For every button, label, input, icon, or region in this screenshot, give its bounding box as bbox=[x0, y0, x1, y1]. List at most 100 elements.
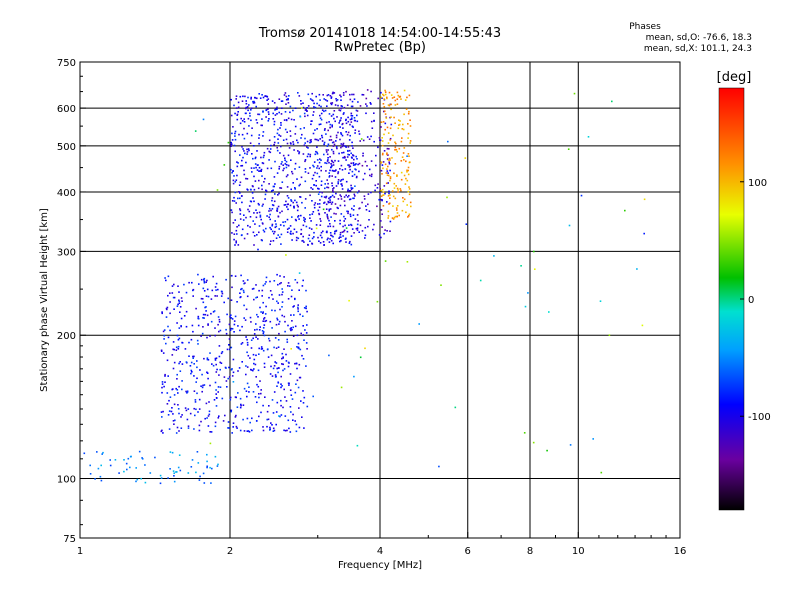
data-point bbox=[169, 451, 172, 453]
data-point bbox=[336, 206, 339, 209]
data-point bbox=[317, 139, 320, 142]
data-point bbox=[279, 415, 281, 418]
data-point bbox=[297, 306, 299, 309]
data-point bbox=[244, 282, 246, 284]
data-point bbox=[285, 400, 288, 402]
data-point bbox=[252, 391, 255, 393]
data-point bbox=[319, 234, 322, 237]
data-point bbox=[314, 153, 317, 156]
data-point bbox=[256, 234, 258, 236]
y-tick-label: 750 bbox=[57, 58, 76, 69]
data-point bbox=[271, 197, 274, 199]
data-point bbox=[237, 106, 240, 109]
data-point bbox=[327, 201, 330, 204]
data-point bbox=[181, 388, 183, 391]
data-point bbox=[285, 254, 287, 256]
data-point bbox=[228, 344, 230, 346]
data-point bbox=[285, 160, 288, 163]
data-point bbox=[358, 162, 361, 165]
data-point bbox=[177, 345, 180, 348]
data-point bbox=[331, 182, 333, 184]
data-point bbox=[346, 156, 349, 158]
data-point bbox=[383, 185, 386, 187]
data-point bbox=[233, 104, 235, 107]
data-point bbox=[297, 308, 299, 310]
data-point bbox=[389, 139, 391, 141]
data-point bbox=[258, 231, 260, 234]
data-point bbox=[169, 312, 171, 315]
data-point bbox=[241, 146, 243, 148]
data-point bbox=[368, 210, 371, 212]
data-point bbox=[319, 138, 321, 140]
data-point bbox=[302, 390, 304, 392]
data-point bbox=[173, 283, 175, 286]
data-point bbox=[312, 99, 314, 102]
data-point bbox=[185, 361, 188, 363]
data-point bbox=[322, 208, 325, 211]
data-point bbox=[365, 205, 367, 207]
data-point bbox=[178, 454, 181, 456]
data-point bbox=[331, 184, 334, 187]
data-point bbox=[276, 300, 278, 303]
data-point bbox=[260, 218, 262, 221]
data-point bbox=[366, 165, 368, 167]
data-point bbox=[234, 135, 236, 137]
data-point bbox=[643, 232, 645, 235]
data-point bbox=[193, 428, 195, 430]
data-point bbox=[231, 286, 233, 289]
data-point bbox=[163, 385, 165, 388]
data-point bbox=[302, 224, 305, 227]
data-point bbox=[172, 413, 174, 415]
data-point bbox=[299, 183, 301, 186]
data-point bbox=[252, 100, 254, 103]
data-point bbox=[273, 391, 276, 393]
data-point bbox=[253, 100, 255, 103]
data-point bbox=[217, 288, 219, 291]
data-point bbox=[270, 209, 272, 212]
data-point bbox=[220, 362, 223, 364]
data-point bbox=[298, 152, 300, 155]
data-point bbox=[332, 161, 335, 164]
data-point bbox=[334, 159, 336, 162]
data-point bbox=[342, 143, 344, 146]
data-point bbox=[348, 299, 350, 302]
data-point bbox=[265, 305, 267, 308]
data-point bbox=[380, 220, 382, 222]
data-point bbox=[345, 227, 348, 229]
data-point bbox=[240, 404, 242, 407]
data-point bbox=[371, 173, 373, 176]
data-point bbox=[214, 455, 217, 458]
data-point bbox=[376, 187, 379, 189]
data-point bbox=[285, 200, 287, 203]
data-point bbox=[229, 396, 232, 399]
data-point bbox=[286, 338, 288, 341]
data-point bbox=[350, 105, 353, 108]
data-point bbox=[305, 332, 308, 334]
data-point bbox=[206, 279, 208, 282]
data-point bbox=[269, 290, 272, 292]
data-point bbox=[286, 131, 288, 133]
data-point bbox=[216, 295, 218, 297]
data-point bbox=[390, 94, 393, 96]
data-point bbox=[339, 222, 341, 225]
data-point bbox=[235, 240, 237, 242]
data-point bbox=[262, 404, 264, 407]
data-point bbox=[298, 347, 300, 350]
data-point bbox=[348, 242, 351, 244]
data-point bbox=[403, 198, 406, 201]
data-point bbox=[350, 112, 353, 115]
data-point bbox=[330, 163, 332, 165]
data-point bbox=[295, 362, 298, 365]
data-point bbox=[203, 317, 205, 319]
data-point bbox=[306, 140, 309, 143]
data-point bbox=[302, 153, 305, 155]
data-point bbox=[231, 274, 233, 277]
data-point bbox=[214, 295, 216, 297]
data-point bbox=[276, 113, 278, 115]
data-point bbox=[242, 289, 245, 292]
data-point bbox=[172, 341, 175, 343]
data-point bbox=[388, 104, 391, 107]
data-point bbox=[315, 224, 318, 226]
data-point bbox=[214, 359, 217, 361]
data-point bbox=[283, 204, 286, 206]
